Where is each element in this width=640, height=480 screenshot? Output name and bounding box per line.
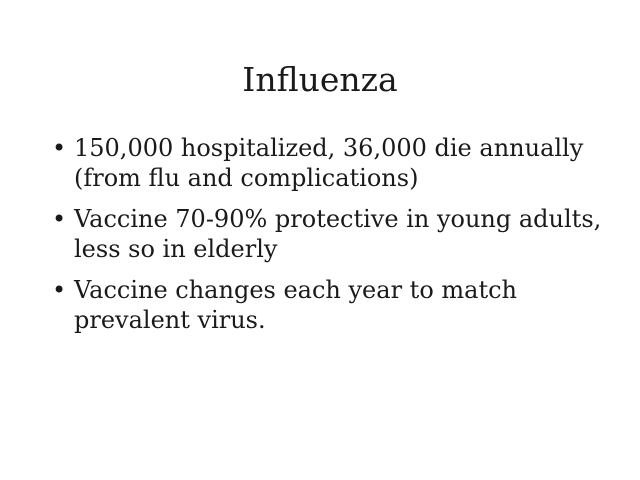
bullet-text: 150,000 hospitalized, 36,000 die annuall…: [74, 134, 584, 192]
bullet-list: • 150,000 hospitalized, 36,000 die annua…: [48, 133, 608, 346]
bullet-text: Vaccine 70-90% protective in young adult…: [74, 205, 602, 263]
slide-title: Influenza: [242, 60, 398, 99]
bullet-item-hospitalized: • 150,000 hospitalized, 36,000 die annua…: [48, 133, 608, 193]
bullet-dot-icon: •: [52, 276, 67, 304]
bullet-text: Vaccine changes each year to match preva…: [74, 276, 518, 334]
bullet-item-vaccine-protective: • Vaccine 70-90% protective in young adu…: [48, 204, 608, 264]
bullet-item-vaccine-changes: • Vaccine changes each year to match pre…: [48, 275, 608, 335]
bullet-dot-icon: •: [52, 134, 67, 162]
bullet-dot-icon: •: [52, 205, 67, 233]
